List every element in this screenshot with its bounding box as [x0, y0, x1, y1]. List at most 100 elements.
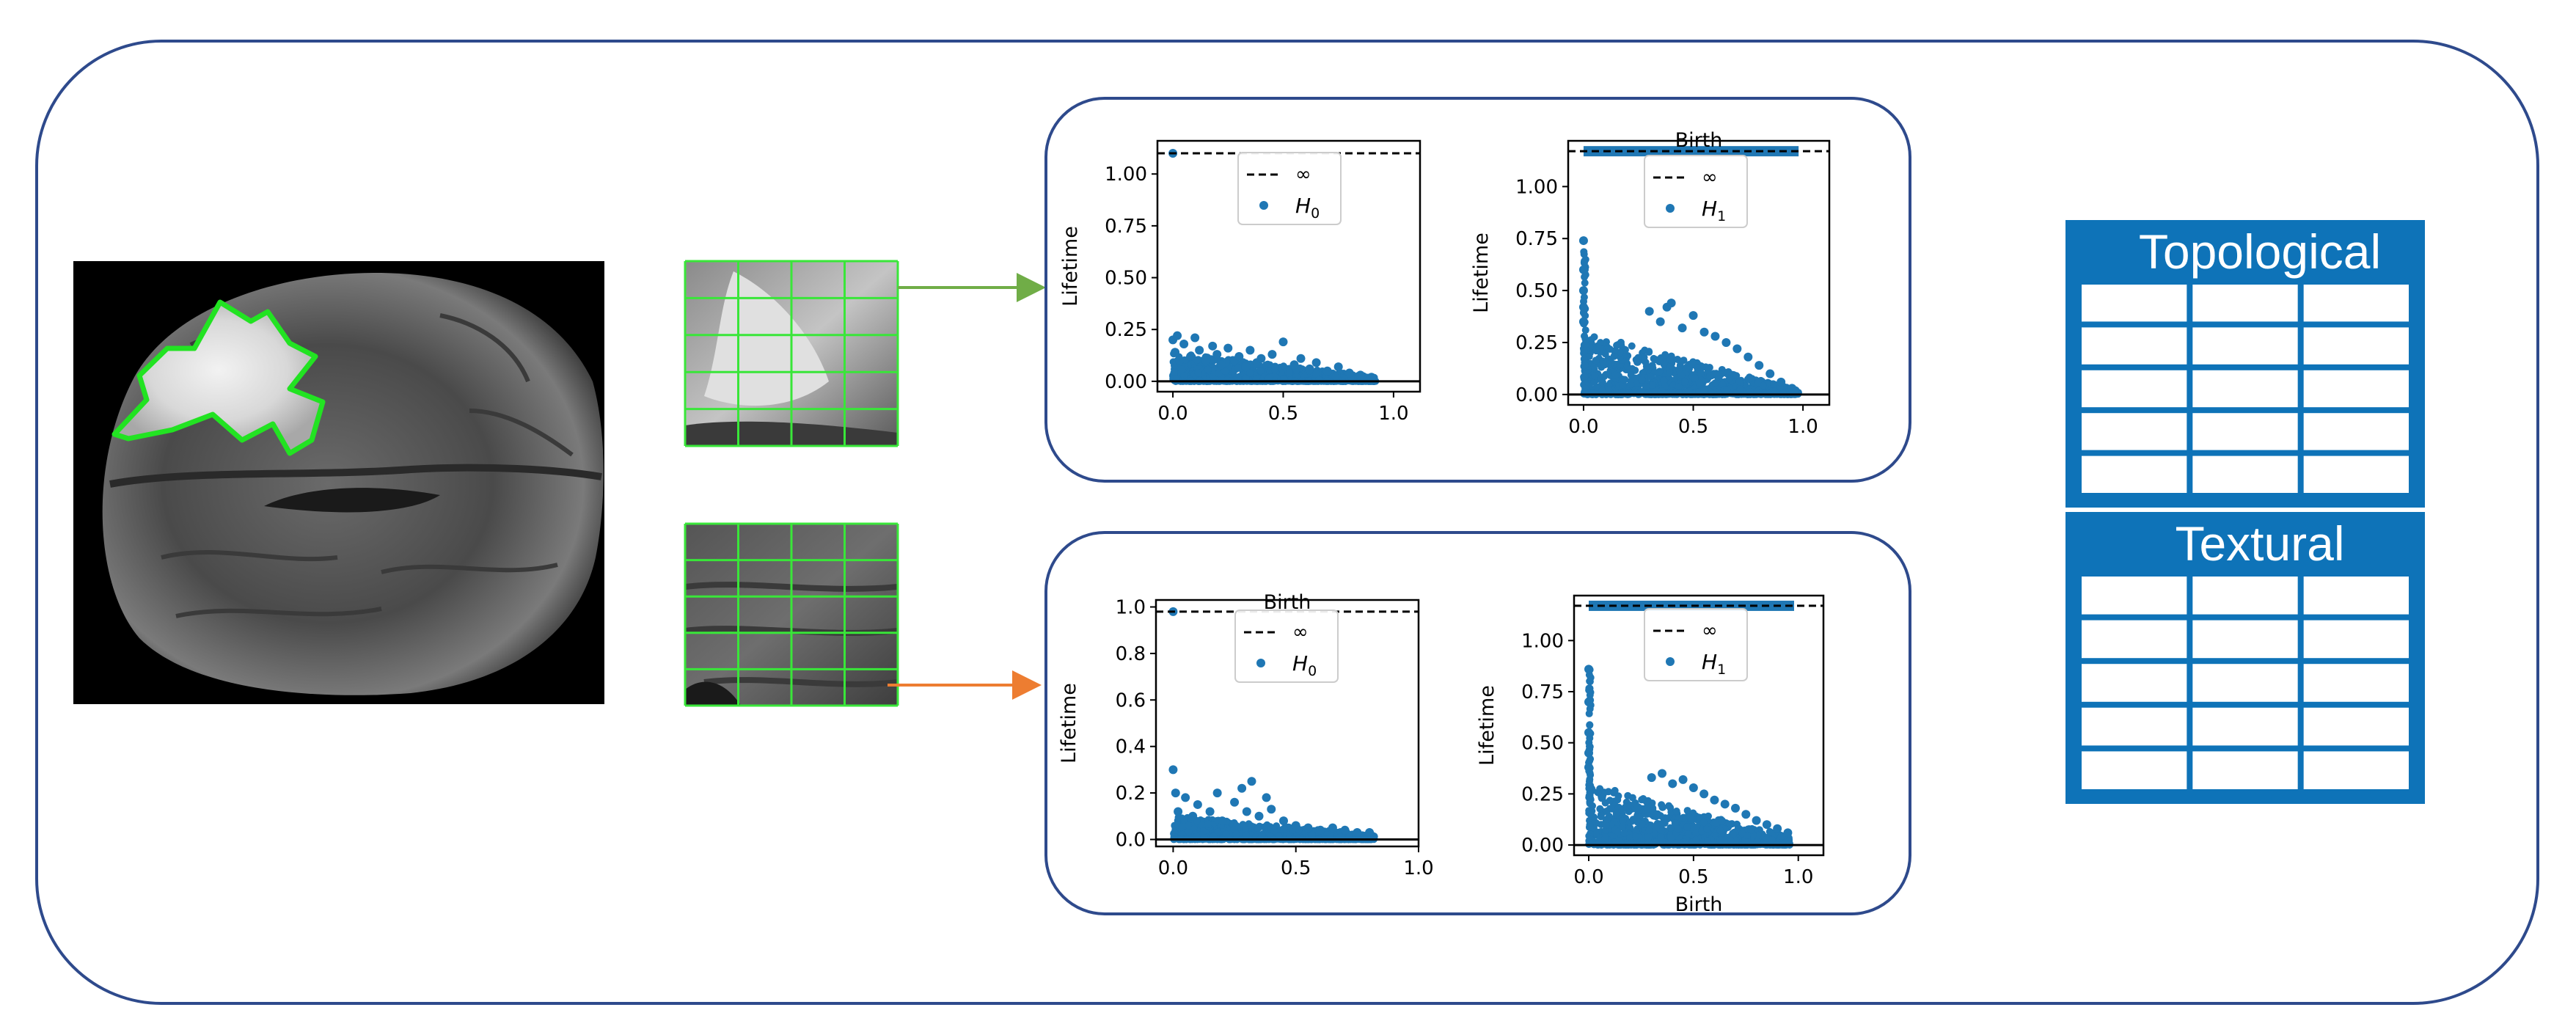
- data-point: [1186, 351, 1196, 361]
- data-point: [1752, 816, 1761, 825]
- y-tick-label: 0.2: [1116, 783, 1146, 805]
- feature-tables: Topological Textural: [2065, 220, 2425, 804]
- cloud-point: [1667, 833, 1675, 841]
- cloud-point: [1716, 836, 1724, 844]
- table-textural: Textural: [2065, 512, 2425, 804]
- y-tick-label: 0.50: [1521, 733, 1564, 755]
- table-cell: [2192, 751, 2298, 789]
- data-point: [1754, 361, 1764, 370]
- cloud-point: [1671, 819, 1679, 827]
- data-point: [1212, 350, 1222, 359]
- cloud-point: [1653, 824, 1661, 832]
- cloud-point: [1675, 383, 1683, 391]
- table-cell: [2082, 664, 2187, 702]
- spike-point: [1581, 340, 1589, 348]
- cloud-point: [1677, 371, 1686, 379]
- cloud-point: [1177, 365, 1185, 373]
- y-tick-label: 0.0: [1116, 829, 1146, 851]
- x-tick-label: 0.5: [1281, 857, 1311, 879]
- spike-point: [1587, 810, 1595, 818]
- cloud-point: [1618, 823, 1626, 831]
- cloud-point: [1613, 341, 1621, 349]
- cloud-point: [1674, 825, 1682, 833]
- cloud-point: [1655, 358, 1664, 366]
- cloud-point: [1315, 376, 1323, 384]
- y-tick-label: 0.8: [1116, 643, 1146, 665]
- legend-point-swatch: [1259, 201, 1268, 210]
- legend-infinity-label: ∞: [1295, 164, 1311, 186]
- data-point: [1584, 665, 1593, 674]
- data-point: [1578, 286, 1588, 296]
- brain-tissue: [102, 272, 604, 695]
- table-cell: [2082, 751, 2187, 789]
- data-point: [1174, 807, 1183, 816]
- legend-point-swatch: [1256, 659, 1265, 667]
- cloud-point: [1611, 840, 1620, 848]
- data-point: [1710, 795, 1719, 805]
- table-cell: [2082, 285, 2187, 322]
- cloud-point: [1590, 362, 1598, 370]
- cloud-point: [1711, 379, 1719, 387]
- data-point: [1247, 777, 1256, 786]
- data-point: [1688, 783, 1698, 793]
- cloud-point: [1246, 369, 1254, 377]
- legend-point-swatch: [1666, 657, 1675, 666]
- data-point: [1175, 356, 1185, 365]
- cloud-point: [1642, 362, 1650, 370]
- cloud-point: [1608, 805, 1616, 813]
- y-axis-label: Lifetime: [1476, 685, 1499, 766]
- spike-point: [1587, 823, 1595, 831]
- data-point: [1291, 821, 1300, 830]
- cloud-point: [1640, 354, 1648, 362]
- cloud-point: [1614, 796, 1622, 804]
- data-point: [1584, 763, 1593, 772]
- data-point: [1278, 337, 1288, 347]
- cloud-point: [1697, 370, 1705, 378]
- spike-point: [1581, 373, 1589, 381]
- y-tick-label: 0.4: [1116, 736, 1146, 758]
- cloud-point: [1242, 831, 1250, 839]
- data-point: [1731, 803, 1740, 813]
- cloud-point: [1633, 381, 1641, 389]
- cloud-point: [1727, 820, 1735, 828]
- cloud-point: [1256, 367, 1265, 375]
- spike-point: [1580, 355, 1588, 363]
- cloud-point: [1626, 801, 1634, 809]
- legend: ∞ H1: [1644, 608, 1748, 681]
- cloud-point: [1619, 816, 1627, 824]
- persistence-diagrams: 0.0 0.5 1.0 0.00 0.25 0.50 0.75 1.00 Lifetime ∞ H0…: [1058, 129, 1831, 916]
- data-point: [1777, 377, 1786, 387]
- table-cell: [2303, 327, 2409, 365]
- table-cell: [2082, 327, 2187, 365]
- cloud-point: [1736, 385, 1744, 393]
- data-point: [1732, 344, 1742, 354]
- spike-point: [1585, 784, 1593, 792]
- cloud-point: [1688, 816, 1697, 824]
- cloud-point: [1270, 827, 1278, 835]
- table-cell: [2082, 577, 2187, 615]
- x-tick-label: 0.0: [1157, 403, 1188, 425]
- legend-infinity-label: ∞: [1292, 621, 1309, 643]
- cloud-point: [1633, 358, 1642, 366]
- spike-point: [1581, 362, 1589, 370]
- patch-bottom-grid: [684, 522, 899, 707]
- cloud-point: [1672, 808, 1680, 816]
- cloud-point: [1747, 826, 1755, 834]
- data-point: [1699, 327, 1709, 337]
- data-point: [1578, 265, 1588, 274]
- cloud-point: [1696, 813, 1704, 821]
- cloud-point: [1627, 371, 1635, 379]
- data-point: [1666, 299, 1676, 308]
- data-point: [1322, 366, 1332, 376]
- table-cell: [2192, 327, 2298, 365]
- data-point: [1333, 362, 1343, 372]
- cloud-point: [1704, 366, 1712, 374]
- cloud-point: [1638, 376, 1646, 384]
- data-point: [1205, 807, 1215, 816]
- cloud-point: [1768, 836, 1776, 844]
- cloud-point: [1642, 382, 1650, 390]
- table-cell: [2192, 285, 2298, 322]
- data-point: [1171, 348, 1180, 357]
- cloud-point: [1628, 342, 1636, 350]
- data-point: [1254, 811, 1264, 821]
